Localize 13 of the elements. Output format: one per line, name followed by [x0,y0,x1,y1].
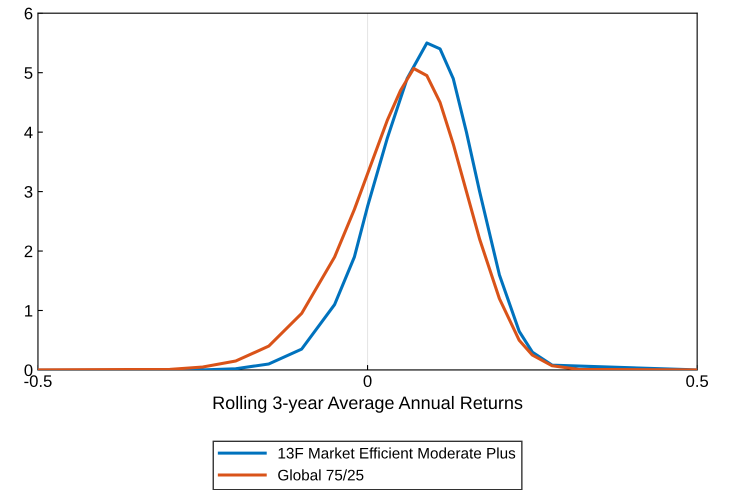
legend-label: 13F Market Efficient Moderate Plus [278,447,516,459]
y-tick-label: 4 [24,126,33,138]
y-tick-label: 2 [24,245,32,258]
y-tick-label: 3 [24,186,32,198]
x-tick-label: 0 [364,375,372,388]
y-tick-label: 1 [25,305,32,317]
legend-label: Global 75/25 [278,469,364,481]
y-tick-label: 0 [24,364,32,376]
y-tick-label: 5 [24,67,32,79]
x-axis-title: Rolling 3-year Average Annual Returns [214,396,522,413]
y-tick-label: 6 [24,8,32,20]
x-tick-label: 0.5 [686,375,708,388]
x-tick-label: -0.5 [24,375,52,388]
